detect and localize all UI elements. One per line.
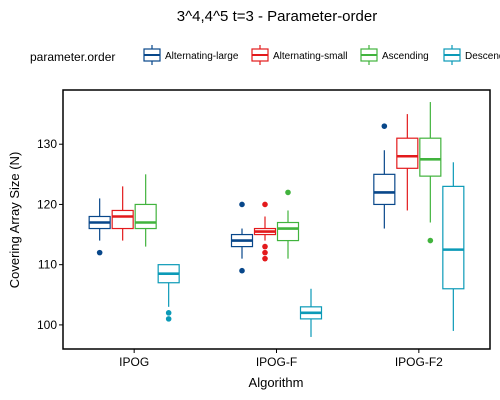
box-descending-ipog-outlier-0 [165,316,172,322]
box-ascending-ipog-f2-outlier-0 [427,237,434,244]
box-ascending-ipog-f-outlier-0 [285,189,291,196]
legend-key-alternating-large [143,45,161,65]
legend-title: parameter.order [30,50,115,64]
x-tick-label-ipog-f: IPOG-F [256,355,297,369]
y-tick-label-120: 120 [37,197,57,211]
legend-label-ascending: Ascending [382,51,429,62]
box-alternating-large-ipog-outlier-0 [96,249,103,256]
box-alternating-small-ipog-f-outlier-2 [262,243,268,250]
box-ascending-ipog-f-iqr [276,221,300,242]
x-axis: IPOG IPOG-F IPOG-F2 [119,349,443,369]
box-alternating-large-ipog-f2-outlier-0 [381,123,388,129]
x-tick-label-ipog-f2: IPOG-F2 [395,355,443,369]
legend-key-descending [443,45,461,65]
legend: parameter.order Alternating-large Alterna… [30,45,500,65]
y-axis-title: Covering Array Size (N) [7,152,22,289]
box-ascending-ipog-iqr [134,203,157,230]
y-tick-label-110: 110 [38,258,57,272]
box-alternating-small-ipog-f-outlier-0 [262,255,268,262]
chart-title: 3^4,4^5 t=3 - Parameter-order [177,8,377,25]
box-alternating-large-ipog-f [230,201,254,274]
y-tick-label-100: 100 [37,318,57,332]
x-tick-label-ipog: IPOG [119,355,149,369]
box-ascending-ipog [134,174,157,247]
box-alternating-large-ipog-f2-iqr [373,173,396,206]
legend-key-ascending [360,45,378,65]
x-axis-title: Algorithm [249,375,304,390]
legend-label-alternating-large: Alternating-large [165,51,239,62]
box-alternating-small-ipog-f2 [396,114,419,211]
box-ascending-ipog-f2 [419,102,442,244]
box-descending-ipog-f2-iqr [442,185,465,290]
box-alternating-small-ipog [111,186,134,241]
box-ascending-ipog-f2-iqr [419,137,442,177]
legend-label-descending: Descending [465,51,500,62]
box-descending-ipog-outlier-1 [165,310,172,316]
box-descending-ipog-f [299,288,323,337]
legend-key-alternating-small [251,45,269,65]
box-ascending-ipog-f [276,189,300,259]
box-alternating-small-ipog-iqr [111,209,134,230]
box-alternating-large-ipog-f-outlier-1 [239,201,245,208]
box-descending-ipog-f2 [442,162,465,331]
y-axis: 100 110 120 130 [37,137,63,332]
box-alternating-large-ipog-f2 [373,123,396,229]
box-alternating-small-ipog-f-outlier-3 [262,201,268,208]
box-alternating-small-ipog-f2-iqr [396,137,419,169]
box-alternating-small-ipog-f [253,201,277,262]
plot-marks [88,102,465,337]
y-tick-label-130: 130 [37,137,57,151]
legend-label-alternating-small: Alternating-small [273,51,347,62]
box-descending-ipog [157,264,180,322]
box-alternating-large-ipog [88,198,111,256]
box-alternating-small-ipog-f-outlier-1 [262,249,268,256]
box-alternating-large-ipog-f-outlier-0 [239,267,245,274]
